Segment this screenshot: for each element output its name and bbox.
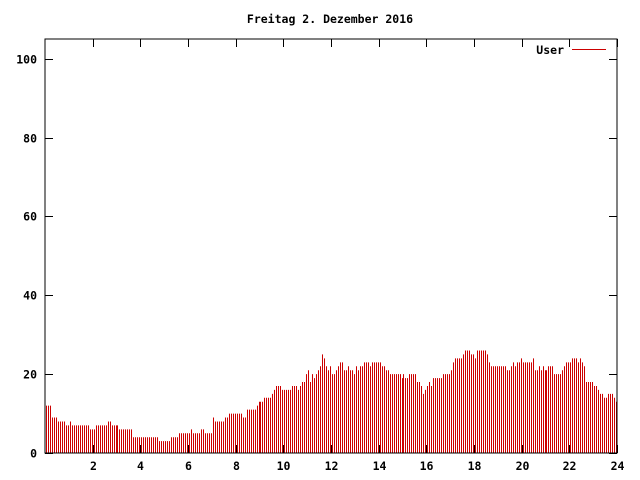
y-axis: 0 20 40 60 80 100 [16,53,617,461]
x-tick-label: 16 [420,459,434,473]
y-tick-label: 60 [23,210,37,224]
x-tick-label: 12 [325,459,339,473]
x-axis: 2 4 6 8 10 12 14 16 18 20 22 24 [90,39,624,473]
chart-title: Freitag 2. Dezember 2016 [247,12,413,26]
bars-layer [46,350,617,453]
y-tick-label: 40 [23,289,37,303]
x-tick-label: 8 [233,459,240,473]
x-tick-label: 6 [185,459,192,473]
legend-label: User [536,43,564,57]
y-tick-label: 20 [23,368,37,382]
x-tick-label: 2 [90,459,97,473]
x-tick-label: 22 [563,459,577,473]
x-tick-label: 18 [468,459,482,473]
x-tick-label: 4 [137,459,144,473]
x-tick-label: 24 [611,459,625,473]
x-tick-label: 20 [516,459,530,473]
y-tick-label: 100 [16,53,37,67]
x-tick-label: 14 [373,459,387,473]
x-tick-label: 10 [277,459,291,473]
y-tick-label: 0 [30,447,37,461]
y-tick-label: 80 [23,132,37,146]
